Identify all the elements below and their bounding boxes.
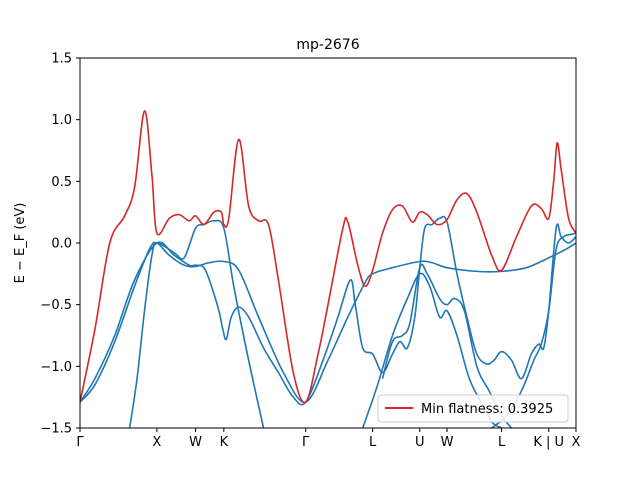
band-line xyxy=(80,241,576,403)
x-tick-label: K xyxy=(220,435,229,450)
y-tick-label: −1.0 xyxy=(40,360,72,375)
x-tick-label: L xyxy=(369,435,377,450)
x-tick-label: X xyxy=(152,435,161,450)
y-tick-label: 1.5 xyxy=(51,52,72,67)
x-tick-label: X xyxy=(572,435,581,450)
y-tick-label: −1.5 xyxy=(40,422,72,437)
y-axis-label: E − E_F (eV) xyxy=(13,203,28,284)
legend-label: Min flatness: 0.3925 xyxy=(421,402,553,417)
plot-frame xyxy=(79,57,577,429)
band-line-flat xyxy=(80,110,576,404)
band-line xyxy=(381,263,513,428)
chart-title: mp-2676 xyxy=(296,37,359,53)
y-axis-ticks: −1.5 −1.0 −0.5 0.0 0.5 1.0 1.5 xyxy=(40,52,80,437)
series-layer xyxy=(80,110,576,428)
legend: Min flatness: 0.3925 xyxy=(377,394,569,423)
x-tick-label: Γ xyxy=(302,435,310,450)
band-line xyxy=(128,219,265,428)
x-tick-label: K | U xyxy=(533,435,564,450)
x-tick-label: U xyxy=(415,435,425,450)
x-tick-label: Γ xyxy=(76,435,84,450)
x-tick-label: L xyxy=(498,435,506,450)
y-tick-label: −0.5 xyxy=(40,298,72,313)
y-tick-label: 1.0 xyxy=(51,113,72,128)
x-tick-label: W xyxy=(189,435,202,450)
y-tick-label: 0.0 xyxy=(51,237,72,252)
legend-box xyxy=(377,394,569,423)
x-axis-ticks: Γ X W K Γ L U W L K | U X xyxy=(76,428,581,450)
x-tick-label: W xyxy=(441,435,454,450)
band-line xyxy=(80,215,576,406)
y-tick-label: 0.5 xyxy=(51,175,72,190)
